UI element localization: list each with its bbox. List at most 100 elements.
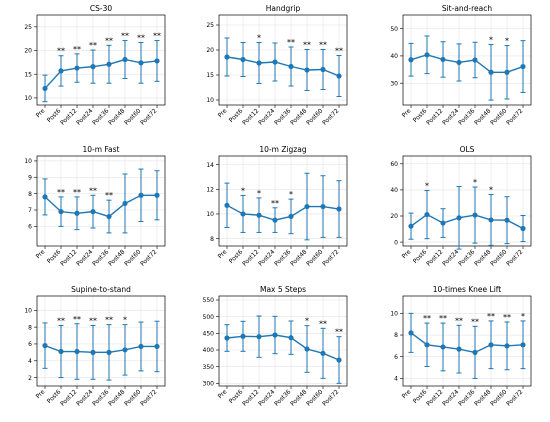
y-tick-label: 15 (206, 72, 214, 79)
y-tick-label: 25 (206, 22, 214, 29)
y-tick-label: 60 (390, 161, 398, 168)
significance-marker: * (257, 34, 261, 43)
chart-title: 10-m Zigzag (259, 145, 306, 154)
y-tick-label: 20 (390, 213, 398, 220)
y-tick-label: 7 (28, 207, 32, 214)
data-point (240, 333, 246, 339)
significance-marker: ** (503, 313, 511, 322)
x-tick-label: Post72 (321, 248, 340, 267)
x-tick-label: Pre (401, 248, 413, 260)
data-point (122, 200, 128, 207)
x-tick-label: Post24 (441, 107, 460, 126)
series-line (410, 54, 524, 73)
data-point (154, 343, 160, 350)
data-point (138, 192, 144, 198)
significance-marker: ** (57, 47, 65, 56)
data-point (224, 54, 230, 60)
x-tick-label: Post60 (489, 248, 508, 267)
x-tick-label: Post36 (91, 248, 110, 267)
significance-marker: ** (423, 314, 431, 323)
y-tick-label: 12 (206, 186, 214, 193)
y-tick-label: 400 (203, 347, 215, 354)
x-tick-label: Post60 (305, 388, 324, 407)
data-point (520, 342, 526, 348)
data-point (272, 217, 278, 223)
x-tick-label: Post36 (91, 388, 110, 407)
significance-marker: ** (105, 36, 113, 45)
data-point (58, 68, 64, 74)
x-tick-label: Pre (401, 107, 413, 119)
significance-marker: * (289, 190, 293, 199)
significance-marker: ** (287, 38, 295, 47)
significance-marker: ** (303, 41, 311, 50)
data-point (408, 223, 414, 229)
x-tick-label: Pre (401, 388, 413, 400)
data-point (456, 215, 462, 221)
chart-title: Handgrip (266, 4, 301, 13)
data-point (424, 211, 430, 218)
y-tick-label: 14 (206, 162, 214, 169)
y-tick-label: 8 (28, 324, 32, 331)
significance-marker: ** (439, 314, 447, 323)
chart-title: OLS (460, 145, 475, 154)
x-tick-label: Post24 (75, 248, 94, 267)
data-point (106, 61, 112, 67)
plot-frame (402, 155, 532, 247)
data-point (106, 213, 112, 220)
chart-title: 10-times Knee Lift (433, 285, 502, 294)
y-tick-label: 10 (206, 211, 214, 218)
data-point (472, 212, 478, 218)
data-point (304, 203, 310, 210)
x-tick-label: Post72 (321, 107, 340, 126)
series-line (44, 344, 157, 354)
x-tick-label: Post72 (505, 248, 524, 267)
data-point (122, 56, 128, 63)
data-point (304, 67, 310, 73)
significance-marker: * (257, 189, 261, 198)
data-point (138, 343, 144, 350)
x-tick-label: Post48 (107, 388, 126, 407)
x-tick-label: Post12 (59, 107, 78, 126)
y-tick-label: 20 (206, 47, 214, 54)
significance-marker: * (521, 312, 525, 321)
significance-marker: ** (105, 316, 113, 325)
y-tick-label: 10 (390, 311, 398, 318)
data-point (336, 357, 342, 363)
y-tick-label: 40 (390, 187, 398, 194)
x-tick-label: Post24 (75, 107, 94, 126)
x-tick-label: Post48 (107, 248, 126, 267)
data-point (256, 334, 262, 340)
data-point (304, 346, 310, 352)
series-line (410, 213, 524, 230)
data-point (488, 342, 494, 348)
x-tick-label: Post12 (425, 248, 444, 267)
y-tick-label: 300 (203, 381, 215, 388)
x-tick-label: Post60 (123, 107, 142, 126)
y-tick-label: 4 (28, 358, 32, 365)
y-tick-label: 15 (24, 71, 32, 78)
x-tick-label: Pre (35, 248, 47, 260)
chart-title: CS-30 (90, 4, 112, 13)
data-point (42, 194, 48, 200)
data-point (58, 209, 64, 215)
data-point (320, 66, 326, 73)
plot-frame (218, 295, 348, 387)
significance-marker: ** (73, 45, 81, 54)
chart-title: Sit-and-reach (442, 4, 493, 13)
data-point (256, 60, 262, 66)
x-tick-label: Post36 (273, 388, 292, 407)
x-tick-label: Pre (35, 107, 47, 119)
y-tick-label: 25 (24, 24, 32, 31)
y-tick-label: 0 (394, 239, 398, 246)
significance-marker: * (123, 316, 127, 325)
plot-frame (218, 14, 348, 106)
x-tick-label: Post60 (123, 248, 142, 267)
data-point (424, 342, 430, 348)
data-point (520, 225, 526, 232)
x-tick-label: Post72 (505, 107, 524, 126)
y-tick-label: 500 (203, 314, 215, 321)
x-tick-label: Post12 (425, 107, 444, 126)
plot-frame (36, 155, 166, 247)
x-tick-label: Post48 (473, 388, 492, 407)
